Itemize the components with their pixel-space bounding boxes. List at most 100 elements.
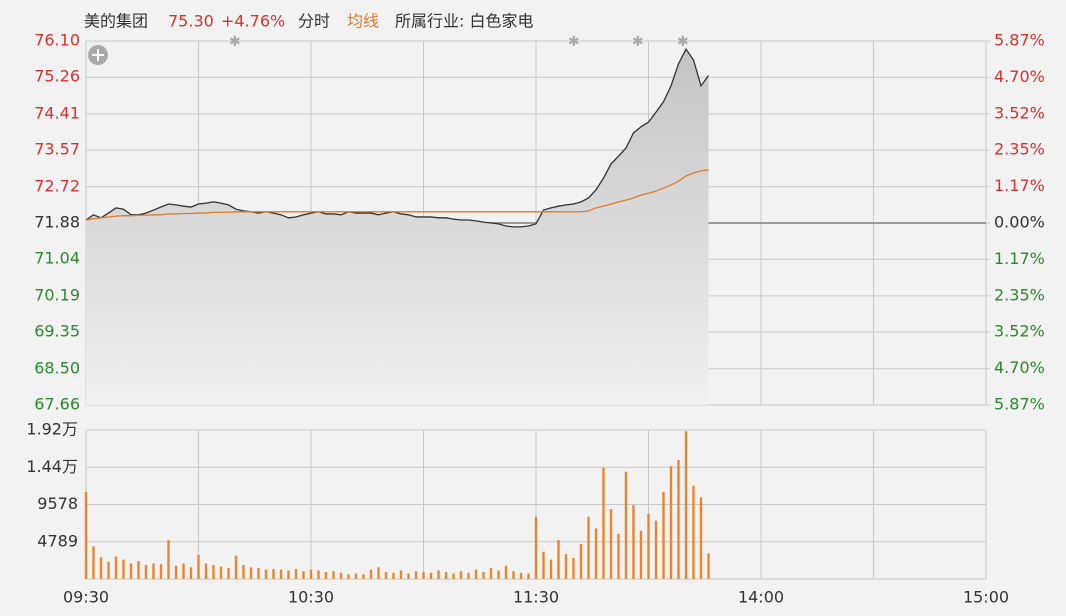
volume-bar	[669, 466, 673, 579]
volume-bar	[204, 563, 208, 579]
y-tick-label: 69.35	[34, 322, 80, 341]
volume-bar	[437, 570, 440, 579]
volume-bar	[257, 568, 260, 579]
volume-bar	[549, 559, 553, 579]
y2-tick-label: 5.87%	[994, 31, 1045, 50]
volume-bar	[362, 574, 365, 579]
volume-bar	[324, 571, 328, 579]
volume-bar	[452, 573, 455, 579]
volume-bar	[279, 569, 283, 579]
volume-bar	[534, 516, 538, 579]
y-tick-label: 72.72	[34, 176, 80, 195]
volume-bar	[639, 530, 643, 579]
volume-bar	[107, 561, 110, 579]
volume-bar	[557, 540, 560, 579]
volume-bar	[174, 565, 178, 579]
y2-tick-label: 3.52%	[994, 103, 1045, 122]
volume-bar	[227, 568, 230, 579]
volume-bar	[332, 571, 335, 579]
volume-bar	[594, 528, 598, 579]
y-tick-label: 76.10	[34, 31, 80, 50]
volume-bar	[399, 570, 403, 579]
volume-bar	[647, 513, 650, 579]
event-marker[interactable]: ✱	[677, 34, 689, 50]
volume-bar	[512, 571, 515, 579]
volume-bar	[699, 497, 703, 579]
event-marker[interactable]: ✱	[632, 34, 644, 50]
y-tick-label: 9578	[37, 494, 78, 513]
change: +4.76%	[221, 12, 285, 31]
volume-bar	[707, 553, 710, 579]
avg-legend: 均线	[347, 12, 379, 31]
volume-bar	[677, 459, 680, 579]
volume-bar	[84, 491, 88, 579]
event-markers: ✱ ✱ ✱ ✱	[229, 34, 689, 50]
volume-bar	[159, 564, 163, 579]
volume-bar	[219, 566, 223, 579]
volume-bar	[99, 557, 103, 579]
volume-bar	[444, 571, 448, 579]
y2-tick-label: 5.87%	[994, 395, 1045, 414]
x-tick-label: 11:30	[513, 588, 559, 607]
y-tick-label: 71.04	[34, 249, 80, 268]
y2-tick-label: 1.17%	[994, 249, 1045, 268]
volume-bar	[309, 569, 313, 579]
y2-tick-label: 1.17%	[994, 176, 1045, 195]
price-area	[86, 49, 709, 405]
volume-bar	[422, 571, 425, 579]
volume-bar	[264, 569, 268, 579]
y-tick-label: 70.19	[34, 285, 80, 304]
y-tick-label: 4789	[37, 531, 78, 550]
volume-bar	[144, 564, 148, 579]
industry: 所属行业: 白色家电	[395, 12, 533, 31]
volume-bar	[294, 568, 298, 579]
y-tick-label: 68.50	[34, 358, 80, 377]
add-icon	[92, 49, 104, 61]
volume-bar	[624, 471, 628, 579]
volume-bar	[182, 563, 185, 579]
volume-bar	[654, 520, 658, 579]
volume-bar	[482, 571, 485, 579]
volume-bar	[167, 540, 170, 579]
event-marker[interactable]: ✱	[568, 34, 580, 50]
y-tick-label: 67.66	[34, 395, 80, 414]
volume-bar	[197, 554, 200, 579]
volume-bar	[92, 546, 95, 579]
y2-tick-label: 3.52%	[994, 322, 1045, 341]
y2-tick-label: 2.35%	[994, 140, 1045, 159]
volume-bar	[287, 570, 290, 579]
volume-bar	[662, 491, 665, 579]
volume-bar	[474, 569, 478, 579]
volume-bar	[519, 572, 523, 579]
y2-tick-label: 4.70%	[994, 358, 1045, 377]
volume-bar	[602, 467, 605, 579]
volume-bar	[137, 561, 140, 579]
volume-bar	[572, 557, 575, 579]
y-tick-label: 1.92万	[26, 420, 78, 439]
volume-bar	[234, 555, 238, 579]
volume-bar	[587, 516, 590, 579]
volume-bar	[122, 559, 125, 579]
x-tick-label: 14:00	[738, 588, 784, 607]
y2-tick-label: 2.35%	[994, 285, 1045, 304]
volume-bar	[242, 564, 245, 579]
volume-bar	[527, 573, 530, 579]
volume-bar	[392, 572, 395, 579]
avg-line	[85, 169, 709, 221]
volume-bar	[249, 567, 253, 579]
y-tick-label: 75.26	[34, 67, 80, 86]
volume-bar	[407, 573, 410, 579]
volume-bar	[354, 573, 358, 579]
y-tick-label: 74.41	[34, 103, 80, 122]
volume-bar	[189, 567, 193, 579]
event-marker[interactable]: ✱	[229, 34, 241, 50]
volume-bar	[579, 543, 583, 579]
volume-bar	[497, 570, 500, 579]
volume-bar	[129, 563, 133, 579]
y2-tick-label: 4.70%	[994, 67, 1045, 86]
volume-bar	[347, 574, 350, 579]
mode: 分时	[298, 12, 330, 31]
volume-bar	[272, 568, 275, 579]
